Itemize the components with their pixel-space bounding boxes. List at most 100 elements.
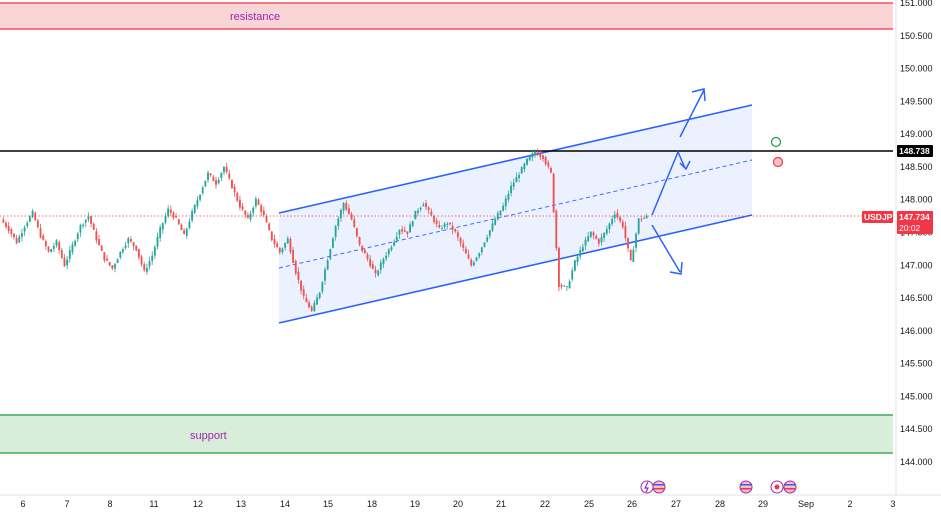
current-price-tag-text: 147.734 [899, 212, 930, 222]
candle [382, 257, 385, 268]
candle [621, 219, 624, 230]
candle [411, 220, 414, 228]
red-signal-circle[interactable] [772, 156, 784, 168]
candle [552, 172, 555, 213]
candle [34, 211, 37, 221]
candle [156, 232, 159, 250]
candle [204, 180, 207, 187]
candle [233, 183, 236, 197]
candle [629, 249, 632, 261]
support-zone[interactable]: support [0, 414, 893, 454]
channel-upper-line[interactable] [278, 104, 753, 214]
candle [220, 171, 223, 182]
candle [600, 233, 603, 246]
candle [398, 229, 401, 240]
candle [130, 236, 132, 243]
candle [164, 212, 167, 225]
arrow-breakdown [651, 224, 681, 273]
candle [358, 236, 361, 247]
candle [645, 213, 648, 220]
candle [135, 245, 138, 252]
ascending-channel[interactable] [278, 104, 753, 324]
candle [470, 257, 473, 268]
candle [260, 203, 263, 217]
current-price-tag: 147.734 20:02 [897, 211, 933, 234]
candle [13, 233, 15, 240]
candle [201, 185, 204, 196]
time-axis[interactable]: 6 7 8 11 12 13 14 15 18 19 20 21 22 25 26 27 28 29 Sep 2 3 [20, 499, 895, 509]
candle [499, 210, 502, 216]
resistance-zone[interactable]: resistance [0, 2, 893, 30]
candle [332, 236, 334, 249]
candle [313, 300, 316, 312]
candle [52, 242, 55, 252]
candle [624, 221, 627, 242]
date-tick-label: 7 [64, 499, 69, 509]
candle [257, 197, 260, 206]
candle [403, 226, 406, 233]
arrow-up-path [651, 150, 686, 216]
candle [523, 162, 526, 173]
candle [544, 155, 547, 167]
candle [191, 208, 194, 223]
date-tick-label: 20 [453, 499, 463, 509]
candle [627, 237, 629, 253]
candle [23, 225, 26, 236]
candle [558, 246, 560, 292]
candle [236, 191, 239, 203]
date-tick-label: 27 [671, 499, 681, 509]
candle [66, 256, 69, 270]
candle [329, 248, 332, 261]
candle [119, 251, 122, 260]
channel-lower-line[interactable] [278, 214, 753, 324]
candle [512, 178, 515, 190]
candle [273, 234, 276, 248]
candle [180, 223, 183, 231]
candle [111, 264, 114, 271]
us-flag-event-icon-3 [783, 480, 797, 494]
candle [252, 205, 255, 217]
candle [47, 246, 50, 253]
candle [183, 227, 186, 235]
candle [305, 293, 308, 303]
channel-mid-line[interactable] [278, 159, 753, 269]
candle [337, 216, 340, 231]
candle [188, 218, 191, 230]
date-tick-label: 3 [890, 499, 895, 509]
event-markers[interactable] [640, 480, 797, 494]
candle [419, 206, 422, 212]
candle [143, 261, 146, 273]
candle [231, 179, 233, 189]
candle [387, 248, 390, 258]
candle [361, 245, 364, 253]
candle [520, 165, 523, 174]
candle [472, 260, 475, 267]
projection-arrows[interactable] [651, 88, 706, 275]
price-tick-label: 145.000 [900, 391, 933, 401]
date-tick-label: 14 [280, 499, 290, 509]
candle [284, 242, 287, 251]
candle [637, 217, 640, 236]
candle [145, 263, 148, 275]
candle [454, 228, 457, 234]
green-signal-circle[interactable] [770, 136, 782, 148]
candle [241, 203, 244, 211]
plot-area[interactable] [0, 0, 896, 495]
candle [215, 176, 217, 189]
candle [345, 200, 348, 212]
candle [212, 174, 215, 182]
candle [409, 221, 412, 233]
price-tick-label: 151.000 [900, 0, 933, 8]
candle [15, 234, 18, 245]
candle [100, 244, 103, 252]
candle [632, 246, 635, 263]
candle [209, 173, 212, 178]
us-flag-event-icon [652, 480, 666, 494]
date-tick-label: 18 [367, 499, 377, 509]
candle [374, 265, 377, 278]
candle [534, 149, 536, 158]
candle [26, 220, 29, 229]
candle [116, 258, 119, 264]
candle [321, 281, 324, 294]
